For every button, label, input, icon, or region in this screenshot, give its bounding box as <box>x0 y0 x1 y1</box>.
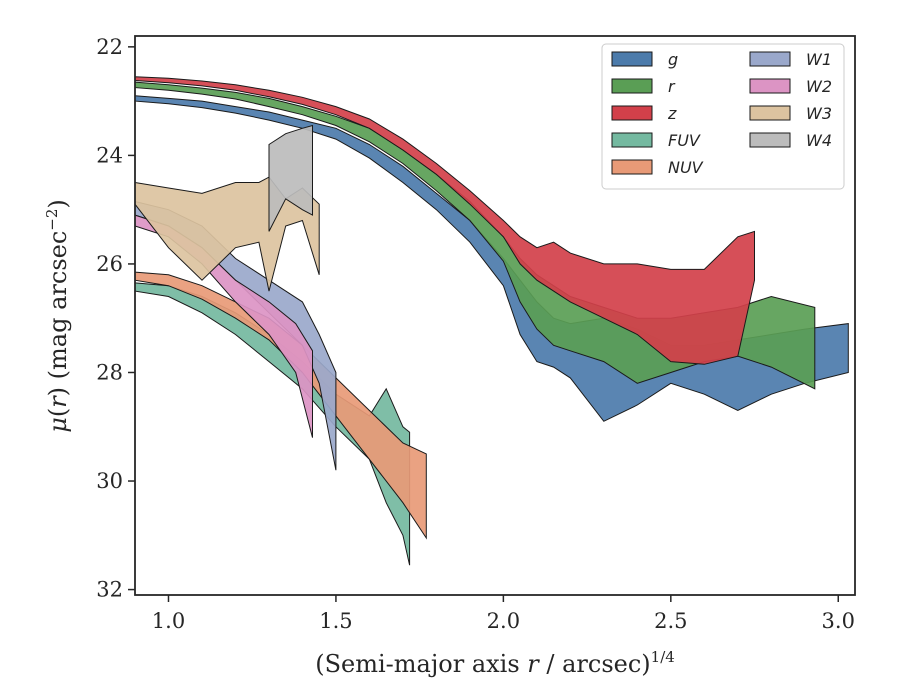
y-tick-label: 22 <box>96 35 123 59</box>
x-axis-label: (Semi-major axis r / arcsec)1/4 <box>315 648 675 678</box>
x-tick-label: 2.5 <box>654 609 687 633</box>
legend-label-r: r <box>668 77 676 96</box>
legend-label-w2: W2 <box>806 77 832 96</box>
plot-frame <box>134 35 856 596</box>
legend-swatch-fuv <box>611 132 653 148</box>
legend-label-w3: W3 <box>806 104 832 123</box>
legend-label-z: z <box>667 104 677 123</box>
legend-items: grz FUV NUV W1 W2 W3 W4 <box>611 50 832 177</box>
series-band-z <box>134 76 755 365</box>
legend-swatch-z <box>611 105 653 121</box>
series-band-g <box>134 95 849 422</box>
legend: grz FUV NUV W1 W2 W3 W4 <box>601 43 845 190</box>
legend-label-w1: W1 <box>806 50 832 69</box>
y-axis-label: μ(r) (mag arcsec−2) <box>43 199 72 433</box>
legend-swatch-r <box>611 78 653 94</box>
legend-label-fuv: FUV <box>668 131 701 150</box>
y-tick-label: 30 <box>96 469 123 493</box>
x-axis-ticks: 1.0 1.5 2.0 2.5 3.0 <box>152 595 855 633</box>
y-tick-label: 32 <box>96 578 123 602</box>
x-tick-label: 1.5 <box>319 609 352 633</box>
legend-label-nuv: NUV <box>668 158 704 177</box>
y-tick-label: 24 <box>96 143 123 167</box>
y-tick-label: 26 <box>96 252 123 276</box>
legend-swatch-w4 <box>749 132 791 148</box>
y-axis-ticks: 22 24 26 28 30 32 <box>96 35 135 602</box>
series-band-w4 <box>268 124 313 232</box>
legend-swatch-w3 <box>749 105 791 121</box>
x-tick-label: 1.0 <box>152 609 185 633</box>
legend-swatch-w2 <box>749 78 791 94</box>
legend-swatch-w1 <box>749 51 791 67</box>
x-tick-label: 2.0 <box>487 609 520 633</box>
legend-label-w4: W4 <box>806 131 832 150</box>
y-tick-label: 28 <box>96 360 123 384</box>
legend-label-g: g <box>668 50 678 69</box>
legend-swatch-g <box>611 51 653 67</box>
legend-swatch-nuv <box>611 159 653 175</box>
series-layer <box>134 76 849 566</box>
x-tick-label: 3.0 <box>822 609 855 633</box>
